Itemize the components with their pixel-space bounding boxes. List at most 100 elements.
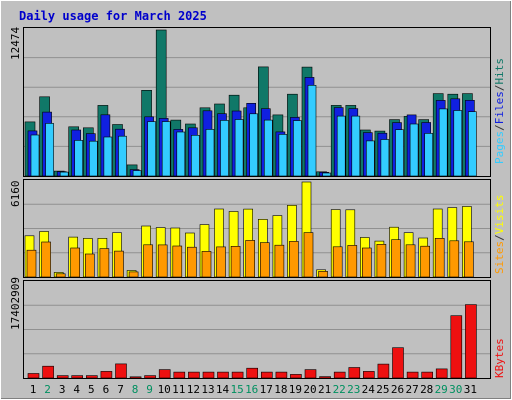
top-bar-pages-day-3 xyxy=(59,171,69,177)
middle-bar-sites-day-6 xyxy=(99,248,110,278)
bottom-bar-kbytes-day-6 xyxy=(100,371,113,379)
bottom-bar-kbytes-day-7 xyxy=(115,363,127,379)
x-tick-label-day-22: 22 xyxy=(333,383,346,396)
middle-bar-sites-day-4 xyxy=(70,247,80,278)
chart-title: Daily usage for March 2025 xyxy=(19,9,207,23)
middle-bar-sites-day-26 xyxy=(391,239,401,278)
middle-bar-sites-day-27 xyxy=(405,244,416,278)
middle-bar-sites-day-2 xyxy=(41,241,51,278)
bottom-bar-kbytes-day-20 xyxy=(304,369,317,379)
bottom-bar-kbytes-day-27 xyxy=(406,371,419,379)
bottom-bar-kbytes-day-5 xyxy=(86,375,98,379)
x-tick-label-day-29: 29 xyxy=(435,383,448,396)
x-tick-label-day-11: 11 xyxy=(172,383,185,396)
middle-bar-sites-day-25 xyxy=(376,244,387,278)
top-bar-pages-day-19 xyxy=(293,120,302,177)
middle-bar-sites-day-21 xyxy=(318,271,328,278)
x-tick-labels: 1 2 3 4 5 6 7 8 9 10 11 12 13 14 15 16 17 18 19 20 21 22 23 24 2… xyxy=(30,383,477,396)
bottom-legend-item-0: KBytes xyxy=(493,338,506,378)
top-bar-pages-day-25 xyxy=(380,139,390,177)
x-tick-label-day-28: 28 xyxy=(420,383,433,396)
top-bar-pages-day-2 xyxy=(45,123,54,177)
middle-bar-sites-day-12 xyxy=(187,246,197,278)
middle-bar-sites-day-20 xyxy=(303,232,314,278)
bottom-bar-kbytes-day-16 xyxy=(246,367,258,379)
bottom-bar-kbytes-day-31 xyxy=(465,304,477,379)
middle-max-label: 6160 xyxy=(9,181,22,208)
bottom-bar-kbytes-day-13 xyxy=(202,371,215,379)
x-tick-label-day-19: 19 xyxy=(289,383,302,396)
middle-bar-sites-day-29 xyxy=(434,238,445,278)
x-tick-label-day-5: 5 xyxy=(88,383,95,396)
top-bar-pages-day-8 xyxy=(132,170,142,177)
top-bar-pages-day-24 xyxy=(365,140,375,177)
x-tick-label-day-31: 31 xyxy=(464,383,477,396)
middle-bar-sites-day-30 xyxy=(449,240,460,278)
bottom-bar-kbytes-day-8 xyxy=(129,376,142,379)
top-legend-item-0: Pages xyxy=(493,131,506,164)
top-bar-pages-day-31 xyxy=(468,111,477,177)
x-tick-label-day-24: 24 xyxy=(362,383,376,396)
x-tick-label-day-23: 23 xyxy=(347,383,360,396)
x-tick-label-day-7: 7 xyxy=(117,383,124,396)
x-tick-label-day-26: 26 xyxy=(391,383,404,396)
x-tick-label-day-13: 13 xyxy=(201,383,214,396)
top-bar-pages-day-26 xyxy=(395,129,404,177)
bottom-bar-kbytes-day-10 xyxy=(158,369,171,379)
bottom-bar-kbytes-day-14 xyxy=(217,371,229,379)
bottom-bar-kbytes-day-15 xyxy=(231,371,244,379)
top-bar-pages-day-27 xyxy=(409,123,419,177)
bottom-bar-kbytes-day-4 xyxy=(71,375,83,379)
x-tick-label-day-18: 18 xyxy=(274,383,287,396)
top-legend: Pages/Files/Hits xyxy=(493,58,506,164)
top-bar-pages-day-23 xyxy=(351,115,361,177)
x-tick-label-day-2: 2 xyxy=(44,383,51,396)
top-bar-pages-day-14 xyxy=(220,120,229,177)
x-tick-label-day-8: 8 xyxy=(132,383,139,396)
middle-bar-sites-day-24 xyxy=(361,247,372,278)
bottom-bar-kbytes-day-18 xyxy=(275,371,288,379)
bottom-bar-kbytes-day-3 xyxy=(56,375,69,379)
bottom-bar-kbytes-day-21 xyxy=(319,376,331,379)
x-tick-label-day-15: 15 xyxy=(230,383,243,396)
bottom-bar-kbytes-day-26 xyxy=(392,347,404,379)
bottom-bar-kbytes-day-12 xyxy=(188,371,200,379)
middle-bar-sites-day-5 xyxy=(85,253,95,278)
bottom-bar-kbytes-day-23 xyxy=(348,367,361,379)
middle-bar-sites-day-28 xyxy=(420,245,431,278)
x-tick-label-day-14: 14 xyxy=(216,383,230,396)
middle-bar-sites-day-11 xyxy=(172,245,183,278)
bottom-bar-kbytes-day-2 xyxy=(42,365,54,379)
x-tick-label-day-6: 6 xyxy=(103,383,110,396)
top-bar-pages-day-29 xyxy=(438,108,448,177)
top-bar-pages-day-12 xyxy=(191,135,200,177)
bottom-max-label: 17402909 xyxy=(9,277,22,330)
middle-legend-item-0: Sites xyxy=(493,241,506,274)
bottom-bar-kbytes-day-1 xyxy=(27,373,40,379)
x-tick-label-day-25: 25 xyxy=(376,383,389,396)
top-bar-pages-day-5 xyxy=(89,140,98,177)
bottom-bar-kbytes-day-17 xyxy=(260,371,273,379)
bottom-bar-kbytes-day-24 xyxy=(362,371,375,379)
bottom-bar-kbytes-day-29 xyxy=(435,368,448,379)
top-legend-item-2: Files xyxy=(493,91,506,124)
bottom-bar-kbytes-day-9 xyxy=(144,375,156,379)
bottom-bar-kbytes-day-25 xyxy=(377,363,390,379)
top-max-label: 12474 xyxy=(9,27,22,60)
top-bar-pages-day-17 xyxy=(263,119,273,177)
top-bar-pages-day-16 xyxy=(249,113,258,177)
middle-bar-sites-day-14 xyxy=(216,246,226,278)
bottom-bar-kbytes-day-30 xyxy=(450,315,463,379)
top-bar-pages-day-20 xyxy=(307,85,317,177)
top-bar-pages-day-18 xyxy=(278,134,288,177)
middle-bar-sites-day-1 xyxy=(26,249,37,278)
bottom-bar-kbytes-day-22 xyxy=(333,371,346,379)
middle-bar-sites-day-23 xyxy=(347,245,358,278)
middle-bar-sites-day-10 xyxy=(157,244,168,278)
bottom-bar-kbytes-day-11 xyxy=(173,371,186,379)
x-tick-label-day-3: 3 xyxy=(59,383,66,396)
x-tick-label-day-10: 10 xyxy=(158,383,171,396)
middle-bar-sites-day-17 xyxy=(259,242,270,278)
